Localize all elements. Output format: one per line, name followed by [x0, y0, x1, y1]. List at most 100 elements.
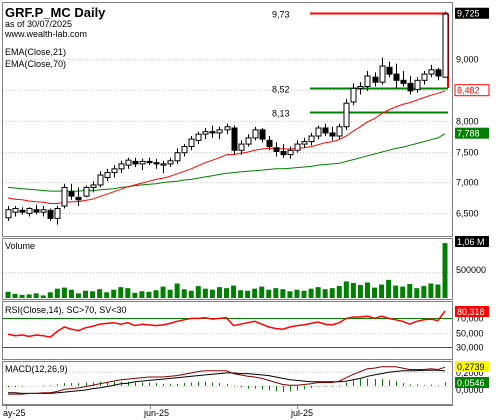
candle-body: [83, 186, 90, 197]
chart-title: GRF.P_MC Daily: [5, 5, 106, 20]
rsi-tick-label: 50,000: [456, 329, 484, 339]
candle-body: [12, 207, 19, 213]
candle-body: [209, 131, 216, 134]
candle-body: [202, 131, 209, 135]
volume-bar: [414, 288, 420, 298]
volume-bar: [97, 289, 103, 298]
candle-body: [252, 129, 259, 139]
candle-body: [224, 126, 231, 131]
macd-histogram: [8, 378, 446, 393]
candle-body: [266, 139, 273, 148]
signal-line: [8, 369, 446, 394]
volume-bar: [26, 294, 32, 298]
candle-body: [329, 132, 336, 137]
volume-bar: [266, 289, 272, 298]
candle-body: [386, 66, 393, 75]
candle-body: [104, 172, 111, 179]
volume-bar: [350, 282, 356, 298]
x-label-jun: jun-25: [143, 408, 169, 418]
x-axis: ay-25 jun-25 jul-25: [2, 405, 453, 418]
panel-frames: [2, 2, 453, 405]
volume-bar: [259, 286, 265, 298]
price-axis: 9,0008,5008,0007,5007,0006,5009,7258,482…: [454, 7, 490, 219]
rsi-label: RSI(Close,14), SC>70, SV<30: [5, 305, 127, 315]
price-value-label: 7,788: [457, 129, 480, 139]
volume-bars: [5, 243, 448, 298]
rsi-tick-label: 70,000: [456, 314, 484, 324]
candle-body: [61, 186, 68, 207]
candle-body: [125, 159, 132, 166]
volume-bar: [301, 290, 307, 298]
volume-bar: [125, 288, 131, 298]
level-label: 8,52: [272, 85, 290, 95]
volume-panel-frame: [2, 238, 453, 300]
volume-bar: [364, 282, 370, 298]
volume-bar: [224, 288, 229, 298]
volume-bar: [216, 287, 222, 298]
volume-bar: [238, 290, 244, 298]
volume-bar: [19, 294, 25, 298]
volume-bar: [209, 289, 215, 298]
candle-body: [322, 127, 329, 134]
candle-body: [181, 146, 188, 154]
volume-bar: [104, 292, 110, 298]
candle-body: [19, 209, 26, 213]
x-label-jul: jul-25: [290, 408, 313, 418]
volume-bar: [132, 292, 138, 298]
candle-body: [68, 191, 75, 197]
candle-body: [442, 13, 449, 78]
candle-body: [421, 73, 428, 81]
rsi-panel: RSI(Close,14), SC>70, SV<30 70,000 50,000…: [3, 305, 489, 353]
x-ticks: [6, 405, 298, 409]
price-panel: 9,73 8,52 8,13 GRF.P_MC Daily as of 30/07/…: [3, 5, 490, 225]
candle-body: [273, 147, 280, 153]
site-url: www.wealth-lab.com: [4, 29, 87, 39]
rsi-axis: 70,000 50,000 30,000: [456, 314, 484, 353]
candle-body: [287, 149, 294, 156]
candle-body: [174, 152, 181, 162]
candle-body: [132, 160, 139, 165]
candle-body: [33, 209, 40, 213]
price-tick-label: 7,000: [456, 178, 479, 188]
volume-bar: [12, 293, 18, 298]
candle-body: [188, 138, 195, 148]
candle-body: [146, 160, 153, 164]
price-value-box: [455, 127, 489, 139]
volume-bar: [90, 291, 96, 298]
volume-bar: [287, 291, 293, 298]
volume-bar: [343, 281, 349, 298]
candle-body: [238, 143, 245, 151]
volume-bar: [5, 291, 11, 298]
candle-body: [343, 102, 350, 128]
rsi-grid: [3, 318, 452, 348]
rsi-panel-frame: [2, 301, 453, 360]
candles: [5, 11, 449, 225]
price-tick-label: 8,000: [456, 117, 479, 127]
volume-current-box: [455, 236, 489, 247]
volume-bar: [139, 291, 145, 298]
volume-tick: 500000: [456, 265, 486, 275]
price-tick-label: 7,500: [456, 148, 479, 158]
volume-bar: [153, 290, 159, 298]
price-value-label: 9,725: [457, 9, 480, 19]
price-value-box: [454, 84, 490, 97]
candle-body: [379, 65, 386, 83]
volume-bar: [202, 288, 208, 298]
legend-ema21: EMA(Close,21): [5, 47, 66, 57]
candle-body: [160, 163, 167, 166]
volume-bar: [167, 289, 173, 298]
volume-bar: [407, 284, 413, 298]
price-tick-label: 6,500: [456, 209, 479, 219]
candle-body: [435, 69, 442, 77]
macd-current-label: 0,2739: [457, 362, 485, 372]
macd-panel: MACD(12,26,9) 0,2000 0,0000 0,2739 0,054…: [3, 361, 489, 395]
volume-bar: [61, 287, 67, 298]
candle-body: [259, 129, 266, 140]
rsi-tick-label: 30,000: [456, 343, 484, 353]
candle-body: [153, 162, 160, 165]
volume-bar: [308, 288, 314, 298]
asof-date: as of 30/07/2025: [5, 19, 72, 29]
rsi-line: [7, 310, 446, 338]
candle-body: [308, 135, 315, 143]
